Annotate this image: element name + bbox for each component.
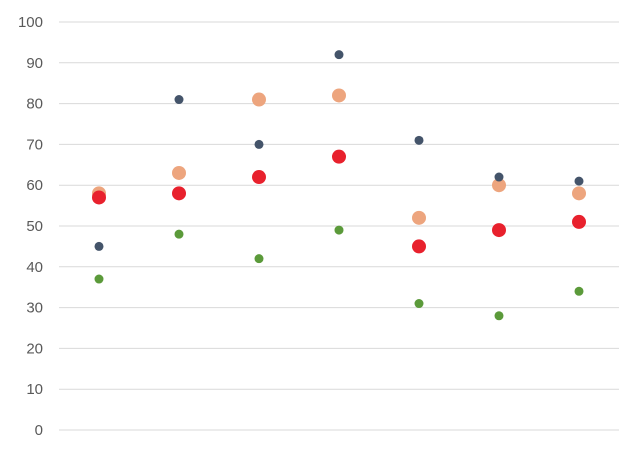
series-3 [94,225,584,321]
data-point [414,299,424,309]
data-point [94,274,104,284]
data-point [492,223,506,238]
data-point [494,311,504,321]
data-point [332,88,346,103]
y-axis-tick-labels: 0 10 20 30 40 50 60 70 80 90 100 [18,14,43,439]
y-tick-label: 0 [35,422,43,439]
data-point [172,186,186,201]
y-tick-label: 100 [18,14,43,31]
data-point [252,170,266,185]
y-tick-label: 70 [26,136,43,153]
y-tick-label: 60 [26,177,43,194]
y-tick-label: 90 [26,55,43,72]
data-point [572,214,586,229]
series-1 [92,149,586,254]
data-point [332,149,346,164]
data-point [494,172,504,182]
data-point [572,186,586,201]
data-point [412,210,426,225]
data-point [492,178,506,193]
data-point [94,241,104,251]
data-point [172,165,186,180]
data-point [334,225,344,235]
y-tick-label: 80 [26,96,43,113]
data-point [174,229,184,239]
data-point [574,286,584,296]
y-tick-label: 30 [26,300,43,317]
data-point [252,92,266,107]
data-point [414,135,424,145]
y-tick-label: 40 [26,259,43,276]
data-point [412,239,426,254]
data-point [174,95,184,105]
data-point [254,254,264,264]
y-tick-label: 20 [26,340,43,357]
data-point [574,176,584,186]
y-tick-label: 10 [26,381,43,398]
y-tick-label: 50 [26,218,43,235]
data-point [334,50,344,60]
data-series [92,50,586,321]
series-2 [94,50,584,251]
data-point [254,139,264,149]
data-point [92,190,106,205]
